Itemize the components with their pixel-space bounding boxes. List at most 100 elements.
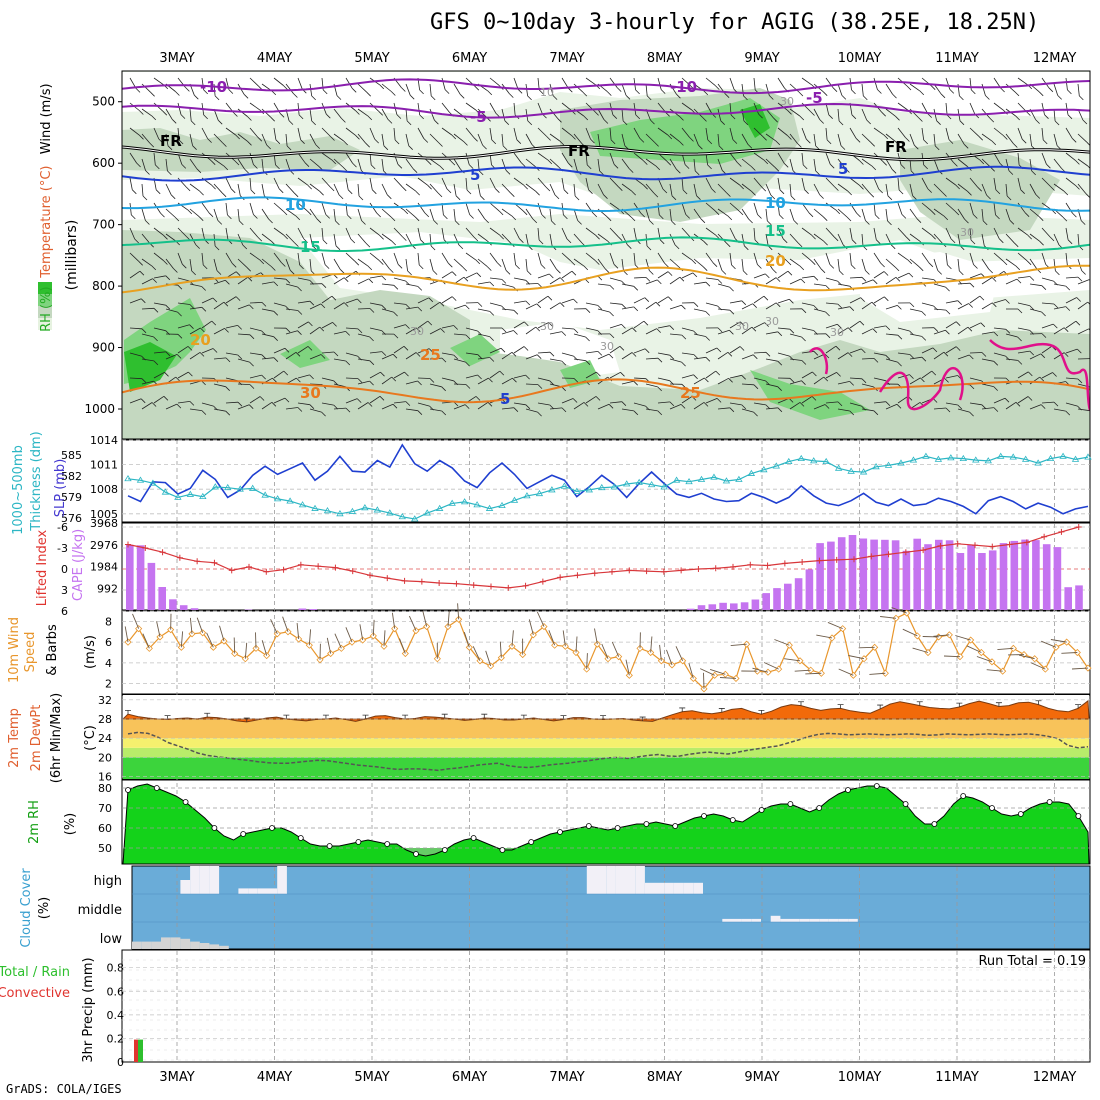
wind-barb-flag <box>684 164 690 169</box>
wind-barb-flag <box>909 354 915 359</box>
wind-barb <box>717 407 730 410</box>
wind-barb <box>1077 183 1086 194</box>
wind-barb <box>453 358 466 363</box>
wind-barb <box>813 183 820 195</box>
wind-barb-flag <box>969 411 974 417</box>
wind-barb <box>525 183 536 192</box>
thickness-point <box>186 490 195 497</box>
lifted-tick: -6 <box>57 521 68 534</box>
temp-max-whisker <box>1035 700 1042 705</box>
cape-bar <box>1064 587 1072 610</box>
wind-barb-flag <box>943 215 949 221</box>
wind-speed-point <box>444 622 452 631</box>
thickness-point <box>922 452 930 459</box>
wind-barb-flag <box>845 168 850 173</box>
wind-barb <box>525 326 537 335</box>
wind-barb-flag <box>720 120 725 125</box>
wind-barb-flag <box>595 234 600 240</box>
wind-barb <box>753 273 766 279</box>
wind-barb-flag <box>1029 350 1035 356</box>
wind-barb <box>393 345 405 354</box>
rh-contour-label: 30 <box>960 226 974 239</box>
temp-max-whisker <box>600 715 607 720</box>
wind-barb-flag <box>787 110 792 115</box>
wind-barb <box>141 183 144 197</box>
wind-barb-flag <box>487 266 492 271</box>
wind-barb <box>609 324 622 329</box>
wind-barb-10m <box>659 644 662 661</box>
wind-barb-flag <box>443 214 448 220</box>
wind-barb-flag <box>640 212 645 218</box>
wind-speed-point <box>999 667 1007 675</box>
lifted-point <box>297 561 304 568</box>
temp-ylabel-unit: (°C) <box>83 725 98 751</box>
wind-barb-flag <box>466 189 472 195</box>
wind-barb-flag <box>620 372 625 377</box>
wind-barb-flag <box>1016 278 1022 284</box>
wind-barb-flag <box>583 265 589 271</box>
wind-barb <box>441 377 454 382</box>
wind-barb-flag <box>419 89 424 95</box>
wind-barb-flag <box>644 348 650 354</box>
wind-barb-flag <box>541 214 546 219</box>
wind-barb-flag <box>861 378 867 384</box>
lifted-point <box>851 556 857 563</box>
wind-barb-flag <box>1026 260 1032 266</box>
rh-point <box>873 783 880 789</box>
lifted-point <box>436 580 443 586</box>
wind-barb <box>825 401 839 404</box>
wind-barb-flag <box>331 295 337 301</box>
wind-barb-flag <box>761 186 767 192</box>
wind-barb-10m <box>189 617 193 634</box>
slp-ylabel: SLP (mb) <box>53 459 68 518</box>
thickness-tick: 579 <box>61 491 82 504</box>
wind-barb <box>609 302 622 305</box>
wind-barb-flag <box>438 142 443 147</box>
wind-barb-flag <box>811 234 816 240</box>
wind-barb-flag <box>549 380 554 386</box>
cape-bar <box>784 583 792 610</box>
wind-barb <box>645 279 658 285</box>
wind-barb-flag <box>475 396 481 401</box>
wind-barb-flag <box>368 278 374 284</box>
thickness-point <box>1046 454 1055 462</box>
wind-barb-flag <box>860 297 865 302</box>
wind-barb-10m <box>1061 652 1078 654</box>
cloud-low <box>151 941 162 949</box>
wind-barb <box>561 177 565 190</box>
wind-barb <box>297 346 309 354</box>
wind-barb <box>729 346 741 354</box>
wind-barb-flag <box>153 308 159 313</box>
wind-barb-flag <box>145 220 150 225</box>
wind-barb-flag <box>993 407 999 412</box>
wind-barb <box>141 233 151 244</box>
wind-barb-flag <box>414 216 420 222</box>
wind-barb <box>657 252 665 264</box>
wind-barb <box>333 277 345 285</box>
thickness-point <box>373 506 382 513</box>
wind-barb-flag <box>995 189 1001 195</box>
wind-barb <box>285 208 297 217</box>
wind-speed-point <box>764 668 772 676</box>
cape-bar <box>859 538 868 610</box>
wind-barb-10m <box>891 607 907 614</box>
wind-barb <box>453 258 464 268</box>
wind-barb-flag <box>216 270 222 275</box>
wind-barb-flag <box>982 220 988 226</box>
wind-barb-flag <box>1015 265 1021 271</box>
wind-barb-flag <box>1067 89 1072 95</box>
wind-barb <box>225 401 239 404</box>
wind-barb-flag <box>1072 212 1077 218</box>
wind-barb-flag <box>545 186 551 192</box>
wind-barb-flag <box>451 271 457 276</box>
wind-barb <box>621 183 632 192</box>
wind-barb-flag <box>613 264 619 269</box>
lifted-point <box>868 553 875 560</box>
wind-barb <box>561 270 573 279</box>
wind-barb-flag <box>357 298 362 304</box>
wind-barb-flag <box>321 411 326 417</box>
wind-barb <box>837 283 850 287</box>
wind-barb-flag <box>139 135 144 140</box>
wind-barb-flag <box>298 114 304 120</box>
wind-barb <box>969 227 972 241</box>
